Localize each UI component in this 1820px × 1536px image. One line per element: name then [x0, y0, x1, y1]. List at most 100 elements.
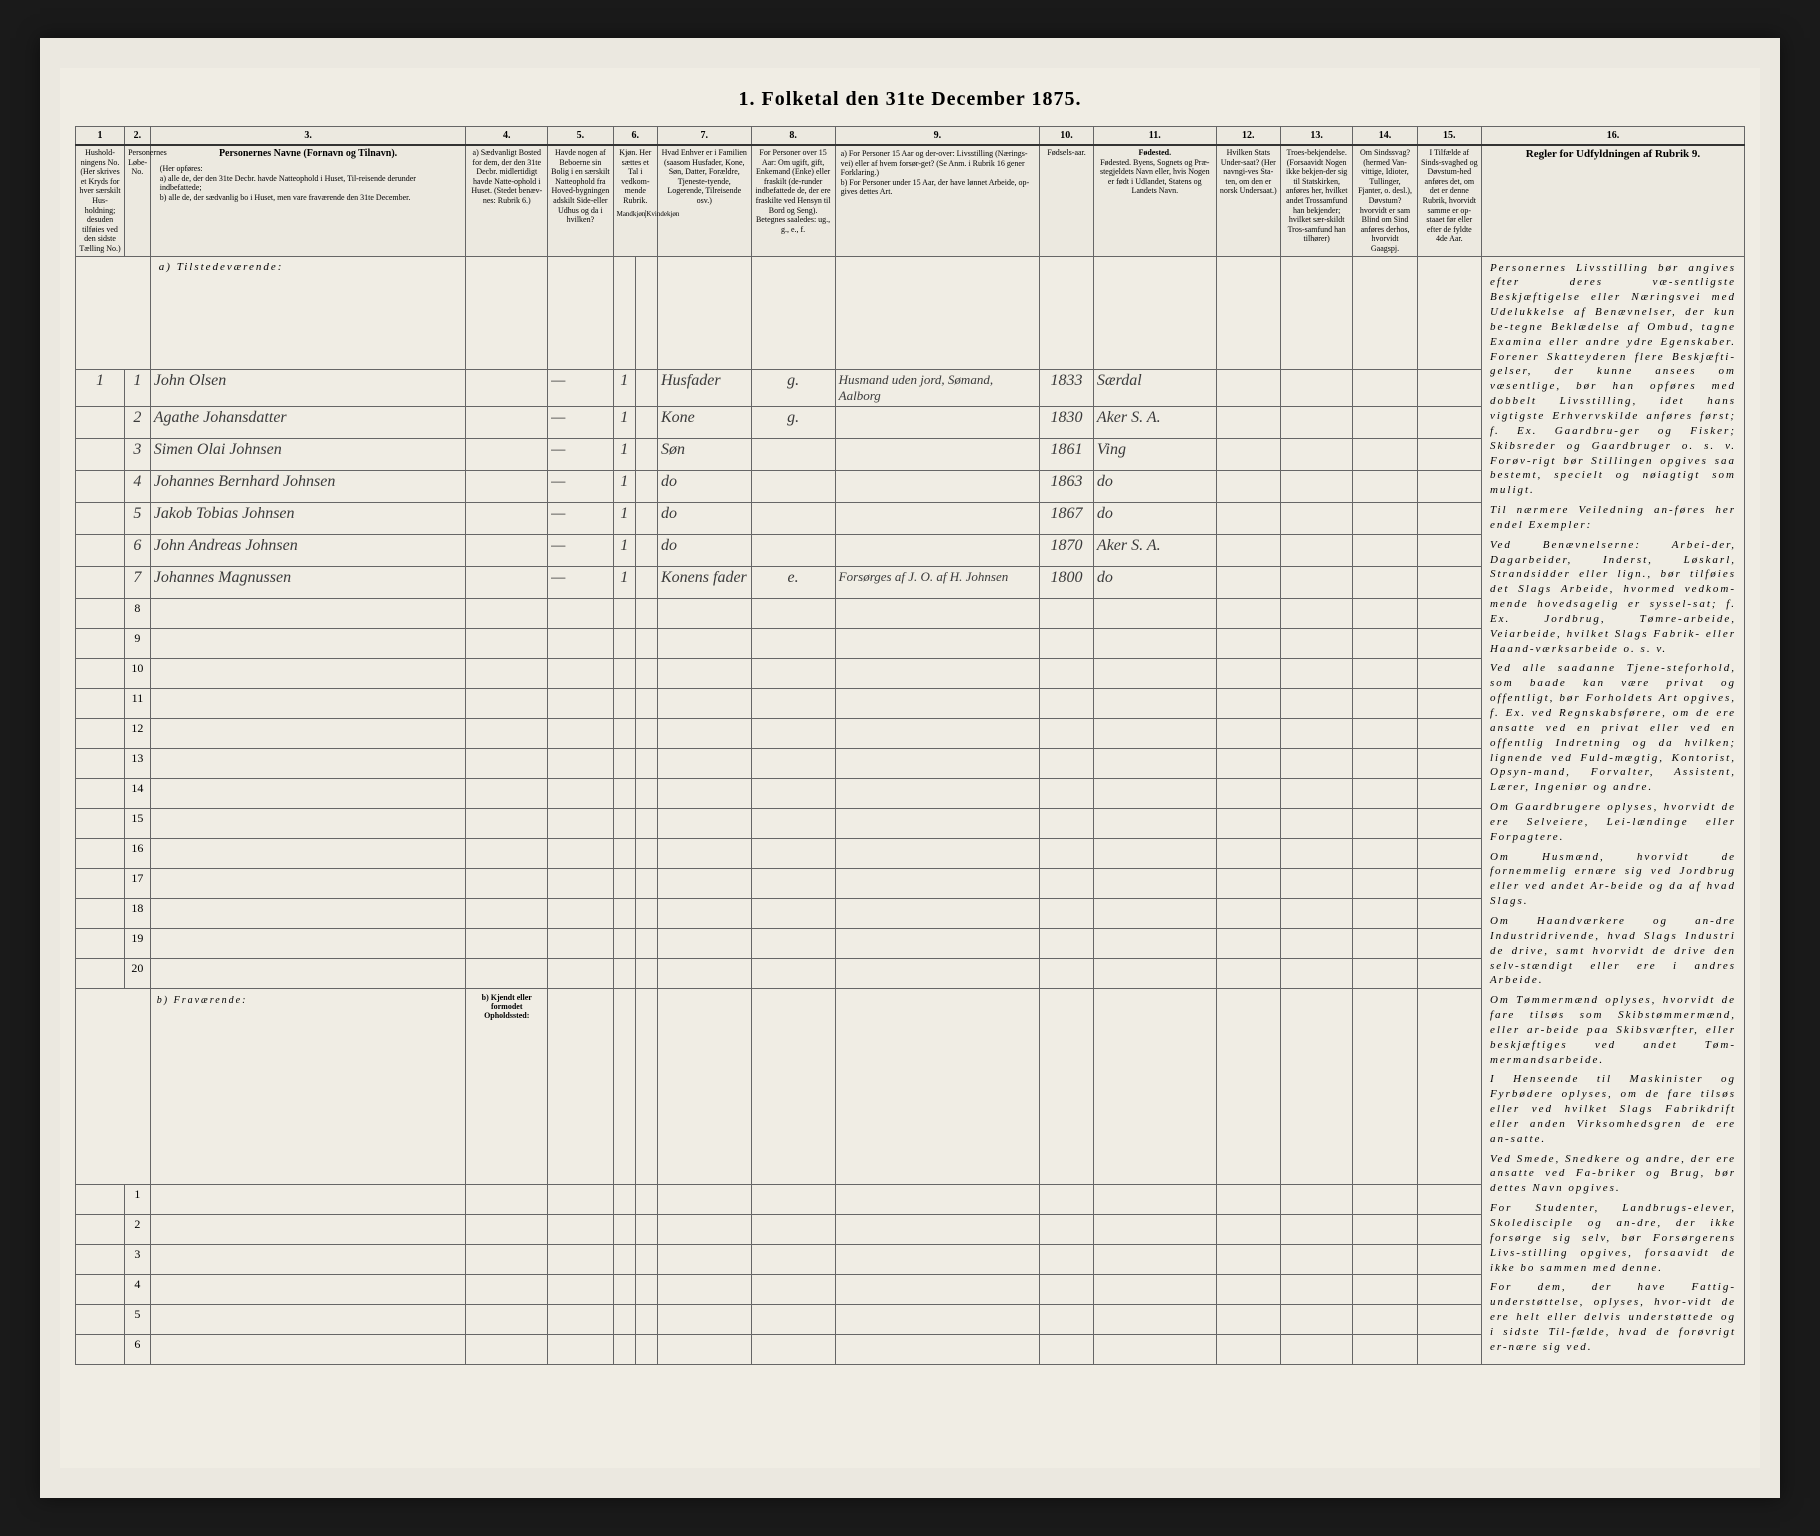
c11: Særdal [1093, 370, 1216, 407]
c5: — [548, 370, 613, 407]
colnum-15: 15. [1417, 127, 1481, 146]
c5: — [548, 535, 613, 567]
c14 [1353, 407, 1417, 439]
c6k [635, 503, 657, 535]
c9: Forsørges af J. O. af H. Johnsen [835, 567, 1040, 599]
c10: 1861 [1040, 439, 1094, 471]
c6m: 1 [613, 439, 635, 471]
person-name: Jakob Tobias Johnsen [150, 503, 466, 535]
hdr-8: For Personer over 15 Aar: Om ugift, gift… [751, 145, 835, 256]
c11: do [1093, 471, 1216, 503]
c12 [1216, 439, 1280, 471]
c12 [1216, 471, 1280, 503]
c6k [635, 407, 657, 439]
c15 [1417, 370, 1481, 407]
c6m: 1 [613, 567, 635, 599]
colnum-5: 5. [548, 127, 613, 146]
section-b-label: b) Fraværende: [150, 989, 466, 1184]
c14 [1353, 503, 1417, 535]
hdr-1: Hushold-ningens No. (Her skrives et Kryd… [76, 145, 125, 256]
c7: do [658, 535, 752, 567]
person-name: Agathe Johansdatter [150, 407, 466, 439]
person-name: Simen Olai Johnsen [150, 439, 466, 471]
colnum-4: 4. [466, 127, 548, 146]
c14 [1353, 567, 1417, 599]
c4 [466, 567, 548, 599]
c9: Husmand uden jord, Sømand, Aalborg [835, 370, 1040, 407]
instructions-cell: Personernes Livsstilling bør angives eft… [1481, 256, 1744, 1364]
c6m: 1 [613, 535, 635, 567]
c14 [1353, 370, 1417, 407]
person-num: 3 [125, 439, 151, 471]
c12 [1216, 535, 1280, 567]
c6k [635, 567, 657, 599]
colnum-13: 13. [1280, 127, 1352, 146]
c4 [466, 439, 548, 471]
column-number-row: 1 2. 3. 4. 5. 6. 7. 8. 9. 10. 11. 12. 13… [76, 127, 1745, 146]
c10: 1800 [1040, 567, 1094, 599]
c10: 1870 [1040, 535, 1094, 567]
c13 [1280, 567, 1352, 599]
c7: Kone [658, 407, 752, 439]
c7: Konens fader [658, 567, 752, 599]
c14 [1353, 535, 1417, 567]
c13 [1280, 503, 1352, 535]
c6k [635, 370, 657, 407]
c13 [1280, 439, 1352, 471]
person-num: 2 [125, 407, 151, 439]
c4 [466, 535, 548, 567]
c6m: 1 [613, 370, 635, 407]
hdr-3: Personernes Navne (Fornavn og Tilnavn). … [150, 145, 466, 256]
c11: Ving [1093, 439, 1216, 471]
c5: — [548, 567, 613, 599]
person-name: John Andreas Johnsen [150, 535, 466, 567]
colnum-2: 2. [125, 127, 151, 146]
c10: 1867 [1040, 503, 1094, 535]
c9 [835, 439, 1040, 471]
c6m: 1 [613, 471, 635, 503]
colnum-12: 12. [1216, 127, 1280, 146]
c8 [751, 439, 835, 471]
c15 [1417, 535, 1481, 567]
colnum-3: 3. [150, 127, 466, 146]
c9 [835, 503, 1040, 535]
household-num: 1 [76, 370, 125, 407]
c12 [1216, 407, 1280, 439]
colnum-7: 7. [658, 127, 752, 146]
c13 [1280, 535, 1352, 567]
c4 [466, 370, 548, 407]
c7: Husfader [658, 370, 752, 407]
c6m: 1 [613, 407, 635, 439]
c10: 1830 [1040, 407, 1094, 439]
person-name: Johannes Magnussen [150, 567, 466, 599]
person-num: 6 [125, 535, 151, 567]
c15 [1417, 439, 1481, 471]
colnum-9: 9. [835, 127, 1040, 146]
c4 [466, 407, 548, 439]
c13 [1280, 370, 1352, 407]
c15 [1417, 567, 1481, 599]
c9 [835, 407, 1040, 439]
hdr-16: Regler for Udfyldningen af Rubrik 9. [1481, 145, 1744, 256]
c11: Aker S. A. [1093, 535, 1216, 567]
c13 [1280, 471, 1352, 503]
household-num [76, 535, 125, 567]
colnum-8: 8. [751, 127, 835, 146]
c13 [1280, 407, 1352, 439]
colnum-1: 1 [76, 127, 125, 146]
hdr-7: Hvad Enhver er i Familien (saasom Husfad… [658, 145, 752, 256]
c14 [1353, 471, 1417, 503]
c7: do [658, 503, 752, 535]
hdr-6: Kjøn. Her sættes et Tal i vedkom-mende R… [613, 145, 657, 256]
hdr-14: Om Sindssvag? (hermed Van-vittige, Idiot… [1353, 145, 1417, 256]
c12 [1216, 370, 1280, 407]
c12 [1216, 503, 1280, 535]
person-num: 7 [125, 567, 151, 599]
person-name: John Olsen [150, 370, 466, 407]
person-num: 4 [125, 471, 151, 503]
c6k [635, 471, 657, 503]
colnum-10: 10. [1040, 127, 1094, 146]
household-num [76, 567, 125, 599]
c14 [1353, 439, 1417, 471]
c15 [1417, 471, 1481, 503]
